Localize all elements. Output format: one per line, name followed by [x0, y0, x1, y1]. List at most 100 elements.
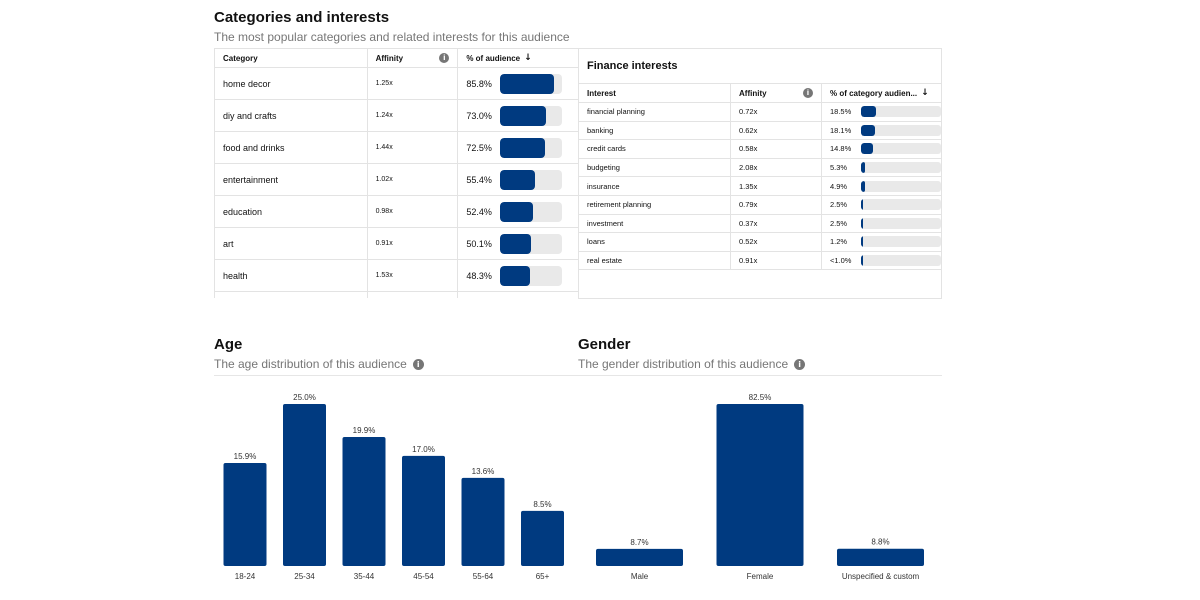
age-bar[interactable]: [223, 462, 267, 566]
category-column-header[interactable]: Category: [223, 53, 258, 63]
table-row[interactable]: food and drinks 1.44x 72.5%: [215, 132, 578, 164]
table-row[interactable]: entertainment 1.02x 55.4%: [215, 164, 578, 196]
pct-bar-fill: [861, 162, 866, 174]
info-icon[interactable]: i: [439, 53, 450, 63]
category-pct-cell: 48.3%: [457, 260, 578, 291]
category-affinity: 1.44x: [366, 132, 458, 163]
categories-table: Category Affinity i % of audience ↓ home…: [214, 48, 578, 298]
category-affinity: 1.53x: [366, 260, 458, 291]
table-row[interactable]: retirement planning 0.79x 2.5%: [579, 195, 941, 215]
age-title: Age: [214, 336, 243, 353]
age-bar[interactable]: [521, 510, 564, 566]
interest-affinity: 0.79x: [730, 195, 821, 214]
age-category-label: 25-34: [294, 572, 315, 581]
category-affinity: 0.91x: [366, 228, 458, 259]
interest-pct: <1.0%: [830, 256, 852, 266]
info-icon[interactable]: i: [794, 359, 806, 371]
interest-pct-cell: 14.8%: [821, 140, 941, 158]
interest-affinity: 0.52x: [730, 233, 821, 251]
table-row[interactable]: [215, 292, 578, 298]
gender-value-label: 8.7%: [630, 538, 648, 547]
interest-pct-cell: 2.5%: [821, 214, 941, 233]
pct-bar-fill: [500, 169, 535, 190]
interest-pct-cell: 18.1%: [821, 121, 941, 140]
gender-subtitle: The gender distribution of this audience: [578, 357, 789, 371]
table-row[interactable]: banking 0.62x 18.1%: [579, 121, 941, 141]
gender-bar[interactable]: [837, 548, 924, 566]
pct-bar-track: [500, 201, 563, 222]
age-value-label: 25.0%: [293, 393, 316, 402]
table-row[interactable]: diy and crafts 1.24x 73.0%: [215, 100, 578, 132]
gender-bar[interactable]: [716, 404, 804, 566]
age-category-label: 65+: [536, 572, 550, 581]
category-name: health: [223, 270, 248, 281]
table-row[interactable]: health 1.53x 48.3%: [215, 260, 578, 292]
pct-category-column-header[interactable]: % of category audien... ↓: [821, 84, 941, 102]
pct-bar-fill: [861, 217, 863, 229]
pct-bar-fill: [500, 201, 533, 222]
finance-title: Finance interests: [587, 60, 678, 72]
pct-bar-fill: [861, 255, 863, 267]
category-pct-cell: 52.4%: [457, 196, 578, 227]
pct-bar-track: [861, 180, 941, 192]
pct-audience-column-header[interactable]: % of audience ↓: [457, 49, 578, 67]
interest-name: credit cards: [587, 144, 626, 154]
finance-affinity-column-header[interactable]: Affinity i: [730, 84, 821, 102]
table-row[interactable]: investment 0.37x 2.5%: [579, 214, 941, 234]
interest-pct: 18.1%: [830, 125, 852, 135]
affinity-column-header[interactable]: Affinity i: [366, 49, 458, 67]
category-pct: 52.4%: [466, 206, 492, 217]
gender-bar[interactable]: [596, 548, 683, 566]
table-row[interactable]: education 0.98x 52.4%: [215, 196, 578, 228]
category-pct: 50.1%: [466, 238, 492, 249]
categories-title: Categories and interests: [214, 9, 390, 26]
category-affinity: 1.25x: [366, 68, 458, 99]
pct-bar-track: [861, 162, 941, 174]
interest-column-header[interactable]: Interest: [587, 88, 616, 98]
interest-affinity: 1.35x: [730, 177, 821, 195]
category-pct-cell: 73.0%: [457, 100, 578, 131]
age-category-label: 35-44: [354, 572, 375, 581]
category-name: entertainment: [223, 174, 279, 185]
age-value-label: 17.0%: [412, 445, 435, 454]
category-name: education: [223, 206, 263, 217]
age-bar[interactable]: [461, 477, 505, 566]
age-bar[interactable]: [342, 437, 386, 566]
age-category-label: 18-24: [235, 572, 256, 581]
table-row[interactable]: real estate 0.91x <1.0%: [579, 251, 941, 271]
age-bar[interactable]: [402, 455, 445, 566]
category-pct: 72.5%: [466, 142, 492, 153]
pct-bar-fill: [861, 180, 865, 192]
age-bar[interactable]: [283, 404, 326, 566]
age-category-label: 45-54: [413, 572, 434, 581]
interest-affinity: 0.72x: [730, 103, 821, 121]
table-row[interactable]: home decor 1.25x 85.8%: [215, 68, 578, 100]
age-divider: [214, 375, 578, 376]
pct-bar-track: [500, 233, 563, 254]
gender-divider: [578, 375, 942, 376]
pct-bar-fill: [861, 124, 876, 136]
finance-affinity-header-label: Affinity: [739, 88, 767, 98]
table-row[interactable]: art 0.91x 50.1%: [215, 228, 578, 260]
pct-bar-track: [861, 236, 941, 248]
age-subtitle: The age distribution of this audience: [214, 357, 407, 371]
pct-bar-track: [500, 137, 563, 158]
pct-bar-fill: [861, 106, 876, 118]
sort-down-arrow-icon: ↓: [921, 88, 929, 98]
pct-bar-fill: [500, 233, 532, 254]
affinity-header-label: Affinity: [375, 53, 404, 63]
table-row[interactable]: credit cards 0.58x 14.8%: [579, 140, 941, 159]
info-icon[interactable]: i: [803, 88, 813, 98]
age-value-label: 13.6%: [472, 467, 495, 476]
table-row[interactable]: budgeting 2.08x 5.3%: [579, 158, 941, 178]
table-row[interactable]: financial planning 0.72x 18.5%: [579, 103, 941, 122]
info-icon[interactable]: i: [412, 359, 424, 371]
table-row[interactable]: loans 0.52x 1.2%: [579, 233, 941, 252]
interest-affinity: 0.91x: [730, 251, 821, 270]
table-row[interactable]: insurance 1.35x 4.9%: [579, 177, 941, 196]
interest-name: financial planning: [587, 107, 645, 117]
interest-pct: 14.8%: [830, 144, 852, 154]
pct-bar-fill: [500, 137, 546, 158]
pct-bar-fill: [500, 265, 531, 286]
